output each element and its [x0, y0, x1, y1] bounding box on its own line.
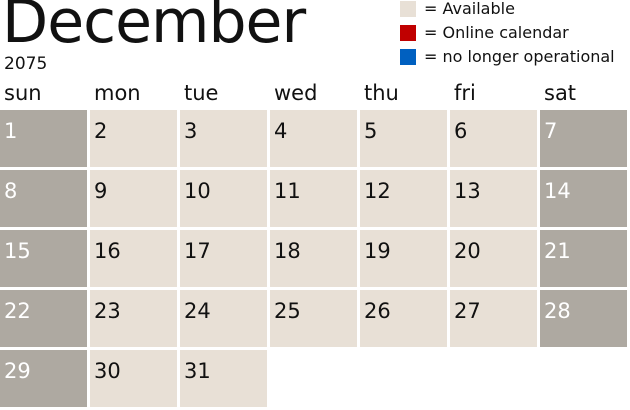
day-cell-10[interactable]: 10 [180, 170, 267, 227]
day-cell-12[interactable]: 12 [360, 170, 447, 227]
legend-online-calendar: = Online calendar [400, 24, 569, 42]
legend-no-longer-operational: = no longer operational [400, 48, 615, 66]
day-cell-24[interactable]: 24 [180, 290, 267, 347]
available-swatch-icon [400, 1, 416, 17]
year-label: 2075 [4, 54, 48, 74]
weekday-header-sat: sat [544, 81, 577, 105]
day-cell-14[interactable]: 14 [540, 170, 627, 227]
weekday-header-sun: sun [4, 81, 42, 105]
day-cell-19[interactable]: 19 [360, 230, 447, 287]
day-cell-25[interactable]: 25 [270, 290, 357, 347]
day-cell-6[interactable]: 6 [450, 110, 537, 167]
day-cell-5[interactable]: 5 [360, 110, 447, 167]
day-cell-20[interactable]: 20 [450, 230, 537, 287]
weekday-header-tue: tue [184, 81, 219, 105]
legend-label: = Online calendar [424, 23, 569, 42]
weekday-header-wed: wed [274, 81, 318, 105]
legend-label: = Available [424, 0, 515, 18]
day-cell-18[interactable]: 18 [270, 230, 357, 287]
day-cell-15[interactable]: 15 [0, 230, 87, 287]
day-cell-23[interactable]: 23 [90, 290, 177, 347]
legend-available: = Available [400, 0, 515, 18]
day-cell-31[interactable]: 31 [180, 350, 267, 407]
day-cell-3[interactable]: 3 [180, 110, 267, 167]
day-cell-9[interactable]: 9 [90, 170, 177, 227]
no-longer-operational-swatch-icon [400, 49, 416, 65]
day-cell-22[interactable]: 22 [0, 290, 87, 347]
month-title: December [2, 0, 306, 57]
day-cell-1[interactable]: 1 [0, 110, 87, 167]
weekday-header-thu: thu [364, 81, 399, 105]
weekday-header-mon: mon [94, 81, 141, 105]
day-cell-30[interactable]: 30 [90, 350, 177, 407]
day-cell-4[interactable]: 4 [270, 110, 357, 167]
online-calendar-swatch-icon [400, 25, 416, 41]
day-cell-28[interactable]: 28 [540, 290, 627, 347]
weekday-header-fri: fri [454, 81, 476, 105]
day-cell-27[interactable]: 27 [450, 290, 537, 347]
day-cell-16[interactable]: 16 [90, 230, 177, 287]
day-cell-21[interactable]: 21 [540, 230, 627, 287]
day-cell-8[interactable]: 8 [0, 170, 87, 227]
day-cell-11[interactable]: 11 [270, 170, 357, 227]
day-cell-26[interactable]: 26 [360, 290, 447, 347]
day-cell-7[interactable]: 7 [540, 110, 627, 167]
day-cell-29[interactable]: 29 [0, 350, 87, 407]
day-cell-2[interactable]: 2 [90, 110, 177, 167]
legend-label: = no longer operational [424, 47, 615, 66]
day-cell-13[interactable]: 13 [450, 170, 537, 227]
day-cell-17[interactable]: 17 [180, 230, 267, 287]
